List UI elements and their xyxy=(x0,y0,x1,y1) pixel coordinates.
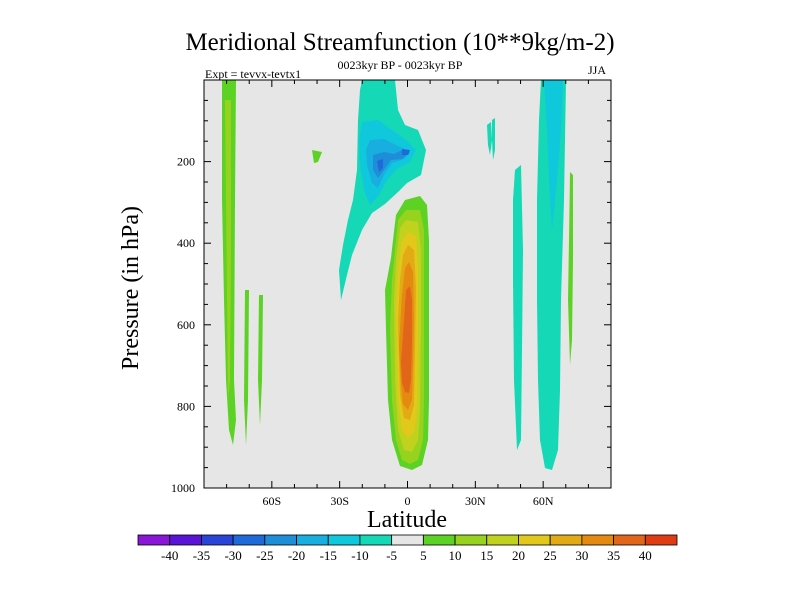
contour-minus5-north-c xyxy=(513,165,523,450)
y-tick-label: 200 xyxy=(177,155,195,169)
experiment-label: Expt = tevvx-tevtx1 xyxy=(205,67,302,81)
colorbar-label: 30 xyxy=(575,548,588,563)
contour-minus5-north-a xyxy=(487,122,492,155)
colorbar-label: 5 xyxy=(420,548,427,563)
colorbar-swatch xyxy=(613,534,646,546)
colorbar-label: 35 xyxy=(607,548,620,563)
colorbar-swatch xyxy=(644,534,678,546)
colorbar-label: -40 xyxy=(161,548,178,563)
y-tick-label: 800 xyxy=(177,399,195,413)
colorbar-swatch xyxy=(549,534,583,546)
x-tick-label: 30N xyxy=(465,494,486,508)
colorbar-label: 25 xyxy=(544,548,557,563)
colorbar-label: 40 xyxy=(639,548,652,563)
colorbar-label: -30 xyxy=(224,548,241,563)
contour-minus5-north-band xyxy=(537,80,566,470)
colorbar-swatch xyxy=(327,534,361,546)
contour-5-band-south-c xyxy=(258,295,263,425)
x-axis-title: Latitude xyxy=(367,507,447,533)
colorbar-label: 10 xyxy=(449,548,462,563)
contour-10-band-south-a xyxy=(225,100,231,400)
colorbar-label: -35 xyxy=(193,548,210,563)
colorbar-label: -10 xyxy=(351,548,368,563)
colorbar-label: -20 xyxy=(288,548,305,563)
x-tick-label: 60S xyxy=(262,494,281,508)
x-tick-label: 60N xyxy=(533,494,554,508)
colorbar-swatch xyxy=(264,534,297,546)
chart-title: Meridional Streamfunction (10**9kg/m-2) xyxy=(185,29,615,56)
contour-5-band-south-b xyxy=(244,290,249,445)
colorbar-swatch xyxy=(518,534,551,546)
contour-minus10-north-band xyxy=(544,80,563,230)
plot-area xyxy=(204,80,611,488)
contour-35-tropical xyxy=(401,286,412,393)
colorbar-swatch xyxy=(422,534,456,546)
colorbar-swatch xyxy=(232,534,266,546)
colorbar-swatch xyxy=(169,534,202,546)
y-tick-label: 1000 xyxy=(171,481,195,495)
colorbar-swatch xyxy=(581,534,614,546)
colorbar-label: 15 xyxy=(480,548,493,563)
colorbar-swatch xyxy=(201,534,234,546)
y-axis-title: Pressure (in hPa) xyxy=(118,206,144,370)
y-tick-label: 600 xyxy=(177,318,195,332)
colorbar-swatch xyxy=(137,534,171,546)
colorbar-label: -5 xyxy=(386,548,397,563)
colorbar-swatch xyxy=(359,534,393,546)
season-label: JJA xyxy=(588,63,607,77)
colorbar-swatch xyxy=(296,534,329,546)
contour-minus25-upper xyxy=(377,159,383,172)
contour-minus20-upper xyxy=(373,150,410,178)
colorbar-swatch xyxy=(486,534,519,546)
colorbar-label: 20 xyxy=(512,548,525,563)
x-tick-label: 0 xyxy=(405,494,411,508)
colorbar-label: -25 xyxy=(256,548,273,563)
contour-5-north-streak xyxy=(568,172,573,365)
contour-minus5-north-b xyxy=(492,118,495,160)
colorbar-label: -15 xyxy=(320,548,337,563)
contour-minus25-upper-b xyxy=(402,149,410,155)
axes: 60S 30S 0 30N 60N 200 400 600 800 1000 xyxy=(171,79,612,508)
y-tick-label: 400 xyxy=(177,236,195,250)
colorbar-swatch xyxy=(454,534,488,546)
chart-subtitle: 0023kyr BP - 0023kyr BP xyxy=(337,58,463,72)
x-tick-label: 30S xyxy=(330,494,349,508)
contour-5-patch-south xyxy=(312,150,322,163)
colorbar-swatch xyxy=(391,534,424,546)
colorbar: -40 -35 -30 -25 -20 -15 -10 -5 5 10 15 20 25 30 35 40 xyxy=(137,534,678,563)
